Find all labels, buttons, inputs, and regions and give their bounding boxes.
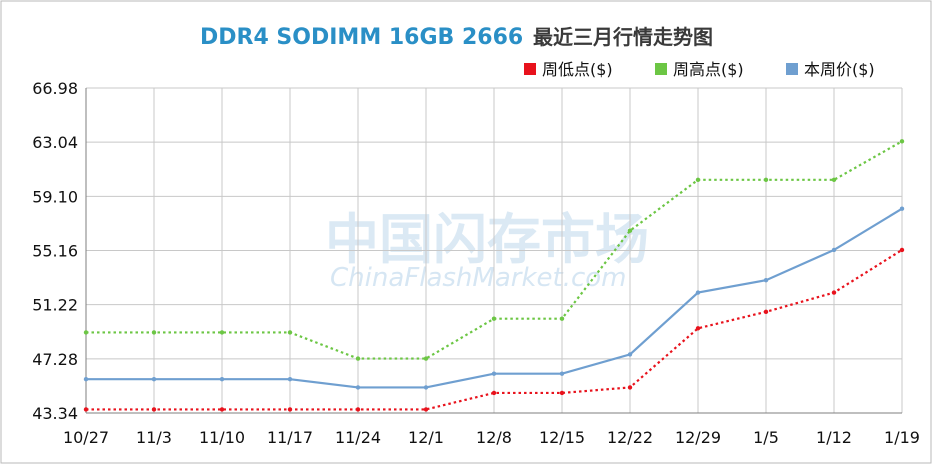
data-point: [83, 376, 89, 382]
x-tick-label: 1/19: [884, 428, 920, 447]
data-point: [219, 407, 225, 412]
x-tick-label: 12/22: [607, 428, 653, 447]
data-point: [491, 371, 497, 376]
y-tick-label: 43.34: [32, 404, 78, 423]
x-tick-label: 11/10: [199, 428, 245, 447]
watermark-cn: 中国闪存市场: [325, 208, 649, 271]
data-point: [83, 330, 89, 335]
data-point: [287, 376, 293, 382]
legend-swatch: [786, 63, 798, 75]
legend: 周低点($) 周高点($) 本周价($): [524, 60, 875, 79]
data-point: [355, 356, 361, 361]
data-point: [219, 330, 225, 335]
data-point: [899, 247, 905, 253]
legend-swatch: [524, 63, 536, 75]
series-0: [83, 247, 905, 412]
data-point: [491, 390, 497, 396]
data-point: [491, 316, 497, 321]
data-point: [559, 371, 565, 376]
x-tick-label: 12/1: [408, 428, 444, 447]
x-tick-label: 10/27: [63, 428, 109, 447]
data-point: [219, 376, 225, 382]
x-tick-label: 1/12: [816, 428, 852, 447]
data-point: [831, 177, 837, 183]
data-point: [763, 277, 769, 283]
data-point: [355, 385, 361, 390]
data-point: [627, 385, 633, 390]
y-tick-label: 51.22: [32, 296, 78, 315]
series-2: [83, 206, 905, 390]
data-point: [695, 177, 701, 183]
y-tick-label: 55.16: [32, 242, 78, 261]
legend-label: 周低点($): [542, 60, 613, 79]
data-point: [559, 316, 565, 321]
data-point: [287, 407, 293, 412]
data-point: [627, 228, 633, 233]
data-point: [151, 376, 157, 382]
x-tick-label: 11/24: [335, 428, 381, 447]
data-point: [559, 390, 565, 396]
x-tick-label: 12/8: [476, 428, 512, 447]
data-point: [695, 326, 701, 331]
data-point: [423, 385, 429, 390]
data-point: [695, 290, 701, 295]
data-point: [763, 177, 769, 183]
data-point: [83, 407, 89, 412]
legend-item: 周高点($): [655, 60, 744, 79]
data-point: [831, 247, 837, 253]
chart-title-en: DDR4 SODIMM 16GB 2666: [200, 25, 523, 50]
legend-item: 本周价($): [786, 60, 875, 79]
legend-label: 周高点($): [673, 60, 744, 79]
y-tick-label: 66.98: [32, 79, 78, 98]
data-point: [151, 407, 157, 412]
x-tick-label: 1/5: [753, 428, 779, 447]
data-point: [899, 206, 905, 211]
data-point: [355, 407, 361, 412]
data-point: [423, 407, 429, 412]
legend-swatch: [655, 63, 667, 75]
y-tick-label: 63.04: [32, 133, 78, 152]
data-point: [287, 330, 293, 335]
data-point: [763, 309, 769, 315]
data-point: [899, 139, 905, 144]
axis-label-layer: 43.34 47.28 51.22 55.16 59.10 63.04 66.98 10/27…: [32, 79, 920, 447]
x-tick-label: 11/3: [136, 428, 172, 447]
series-1: [83, 139, 905, 361]
series-layer: [83, 139, 905, 412]
chart-title-cn: 最近三月行情走势图: [533, 25, 713, 49]
y-tick-label: 47.28: [32, 350, 78, 369]
y-tick-label: 59.10: [32, 187, 78, 206]
x-tick-label: 12/15: [539, 428, 585, 447]
legend-item: 周低点($): [524, 60, 613, 79]
x-tick-label: 11/17: [267, 428, 313, 447]
watermark-en: ChinaFlashMarket.com: [330, 263, 627, 293]
legend-label: 本周价($): [804, 60, 875, 79]
data-point: [151, 330, 157, 335]
data-point: [423, 356, 429, 361]
data-point: [627, 352, 633, 357]
data-point: [831, 290, 837, 295]
x-tick-label: 12/29: [675, 428, 721, 447]
